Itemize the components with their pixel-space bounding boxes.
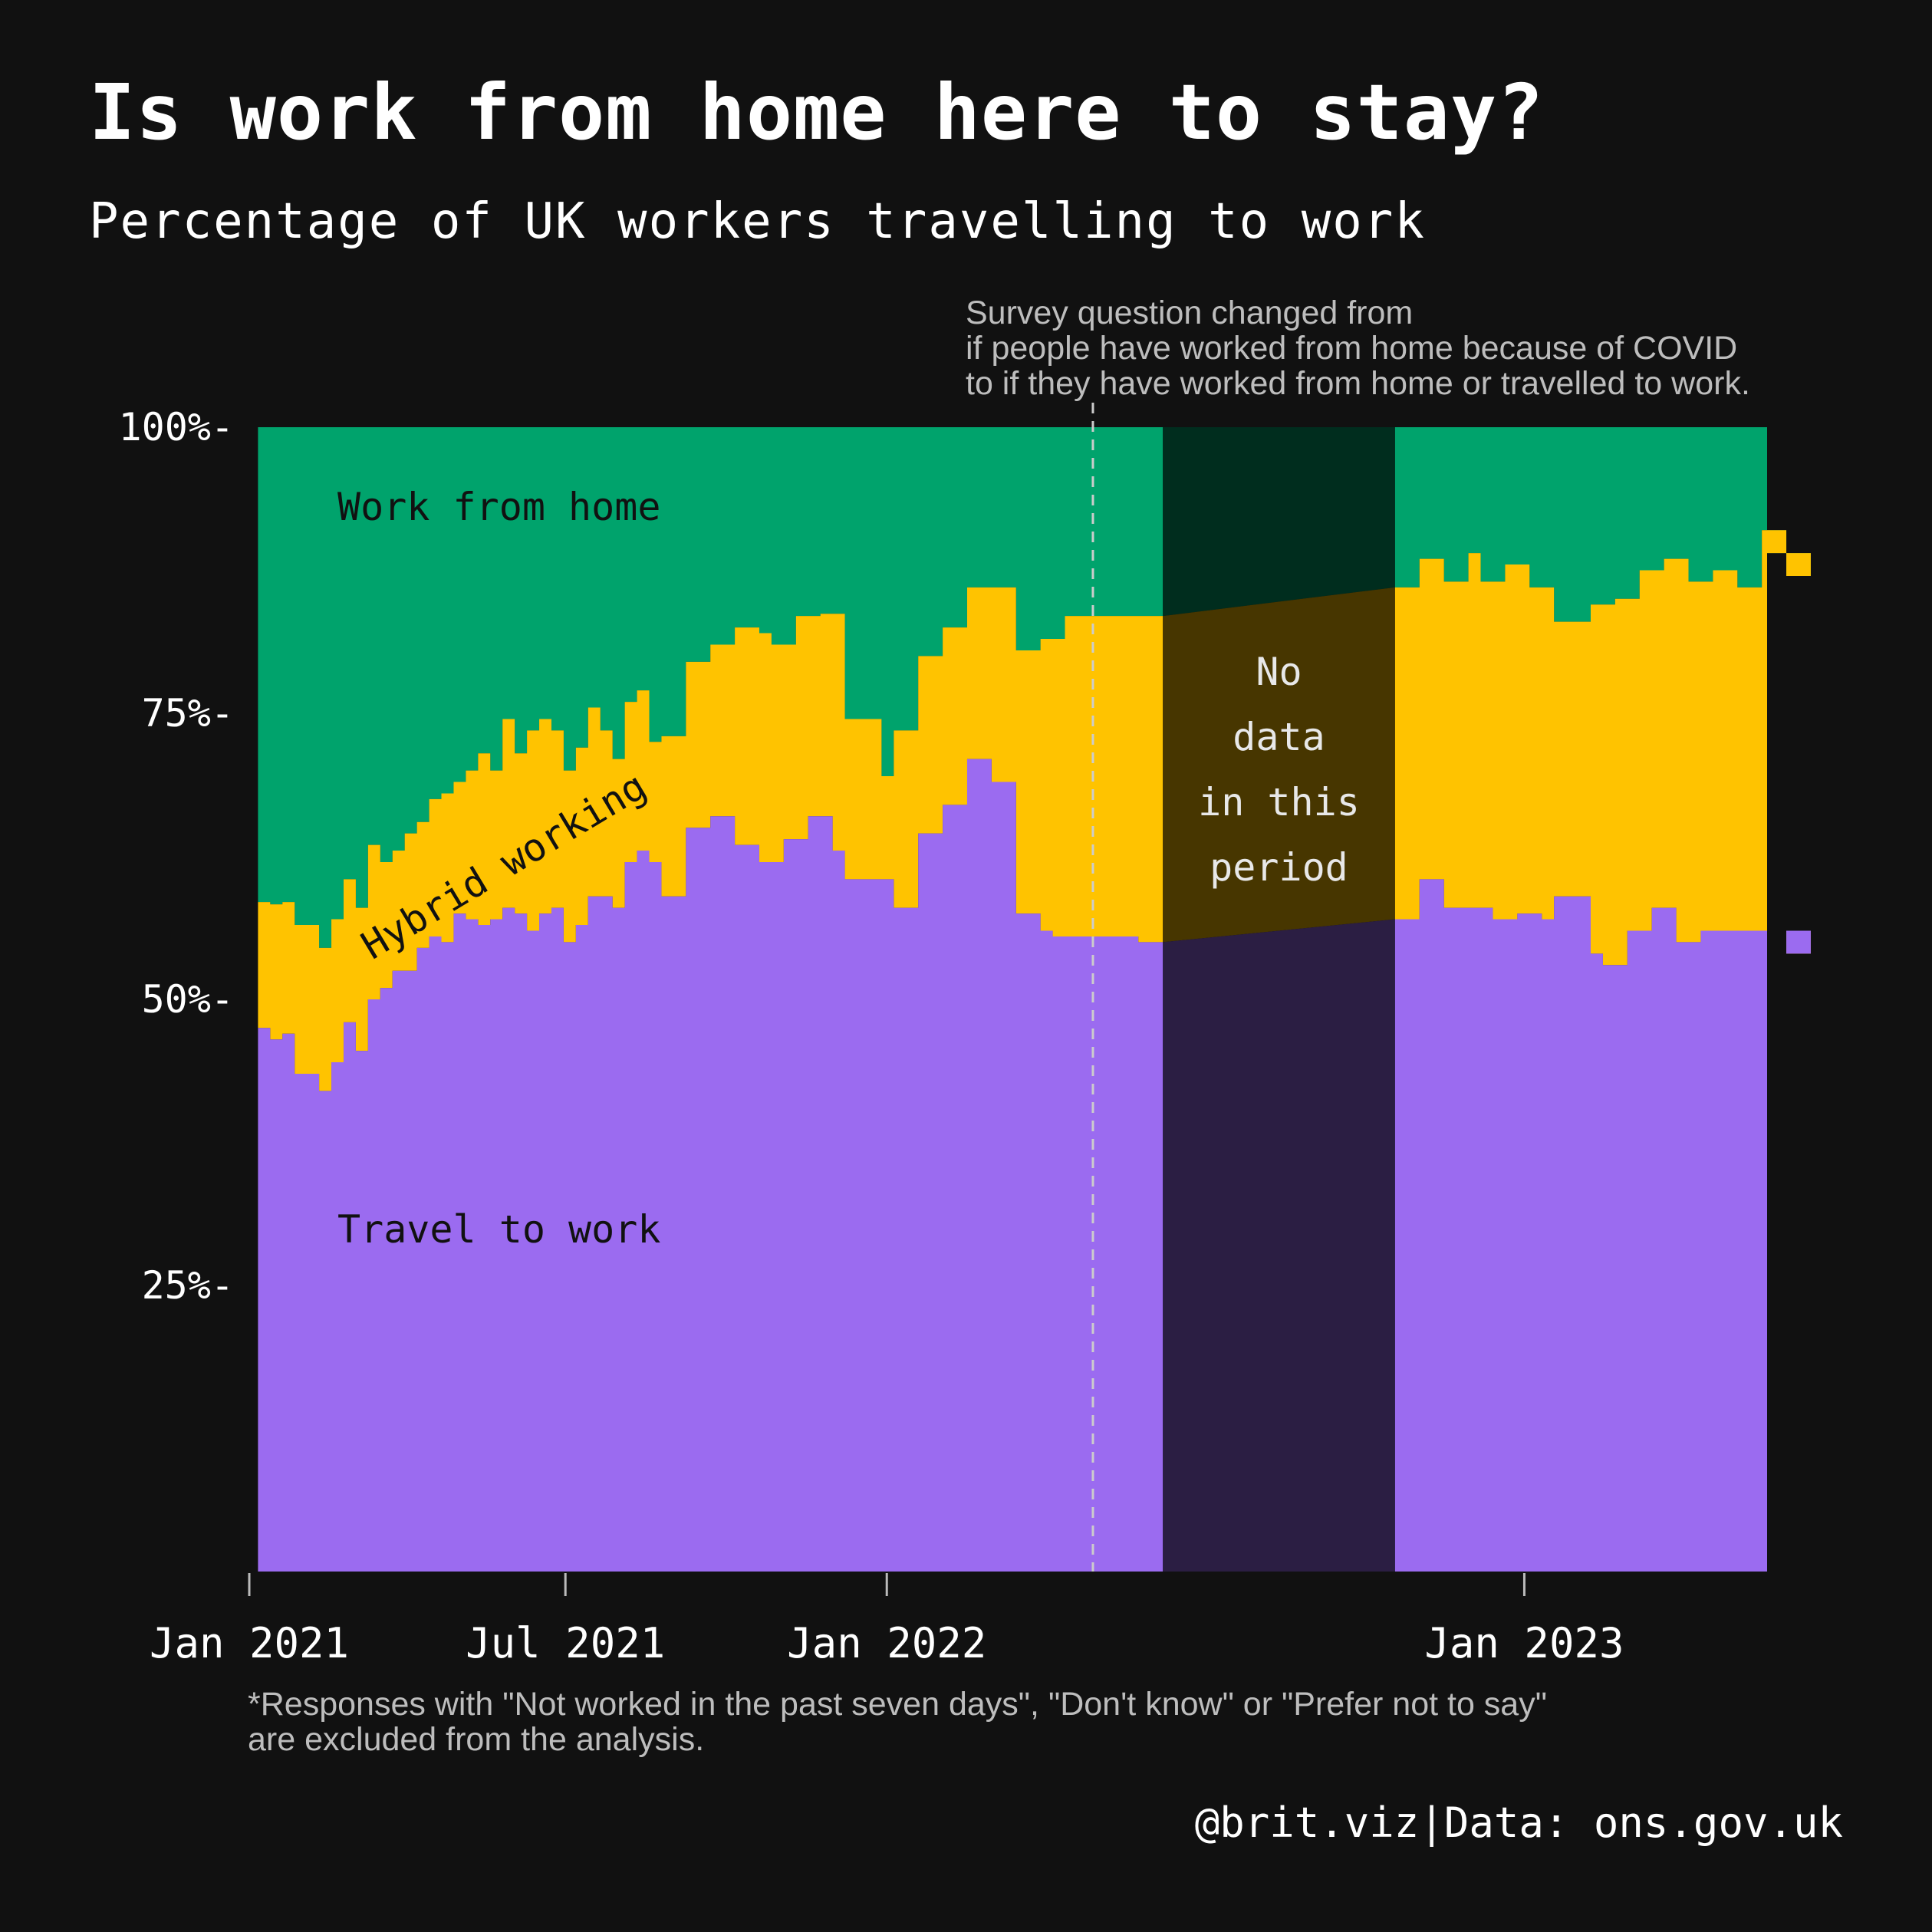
no-data-label: No <box>1256 650 1302 694</box>
no-data-shade <box>1163 427 1395 1572</box>
footnote-line: are excluded from the analysis. <box>248 1721 705 1758</box>
no-data-label: in this <box>1198 780 1360 824</box>
x-tick-label: Jan 2022 <box>787 1619 986 1667</box>
travel-series-label: Travel to work <box>337 1207 660 1252</box>
travel-area <box>1394 879 1823 1572</box>
no-data-label: period <box>1210 845 1348 890</box>
survey-note-line: to if they have worked from home or trav… <box>966 365 1750 402</box>
wfh-area <box>1394 427 1823 622</box>
footnote: *Responses with "Not worked in the past … <box>248 1687 1547 1757</box>
y-tick-label: 25%- <box>142 1263 234 1308</box>
survey-note-line: Survey question changed from <box>966 295 1414 331</box>
x-tick-label: Jul 2021 <box>466 1619 665 1667</box>
hybrid-area <box>1394 530 1823 966</box>
wfh-area <box>258 427 1163 948</box>
chart-title: Is work from home here to stay? <box>89 67 1545 157</box>
x-tick-label: Jan 2023 <box>1424 1619 1624 1667</box>
credit: @brit.viz|Data: ons.gov.uk <box>1194 1799 1843 1847</box>
wfh-series-label: Work from home <box>337 485 660 529</box>
y-tick-label: 75%- <box>142 691 234 736</box>
chart-subtitle: Percentage of UK workers travelling to w… <box>89 193 1426 250</box>
no-data-label: data <box>1233 715 1325 759</box>
y-tick-label: 50%- <box>142 977 234 1022</box>
survey-note-line: if people have worked from home because … <box>966 330 1738 367</box>
footnote-line: *Responses with "Not worked in the past … <box>248 1686 1547 1723</box>
x-tick-label: Jan 2021 <box>150 1619 349 1667</box>
hybrid-area <box>258 587 1163 1091</box>
survey-change-note: Survey question changed from if people h… <box>966 295 1750 401</box>
y-tick-label: 100%- <box>118 405 234 449</box>
travel-area <box>258 759 1163 1572</box>
